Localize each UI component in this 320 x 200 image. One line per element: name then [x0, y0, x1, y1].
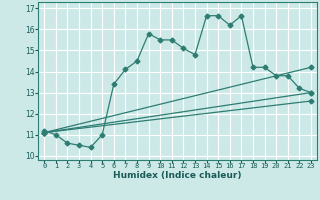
X-axis label: Humidex (Indice chaleur): Humidex (Indice chaleur) [113, 171, 242, 180]
